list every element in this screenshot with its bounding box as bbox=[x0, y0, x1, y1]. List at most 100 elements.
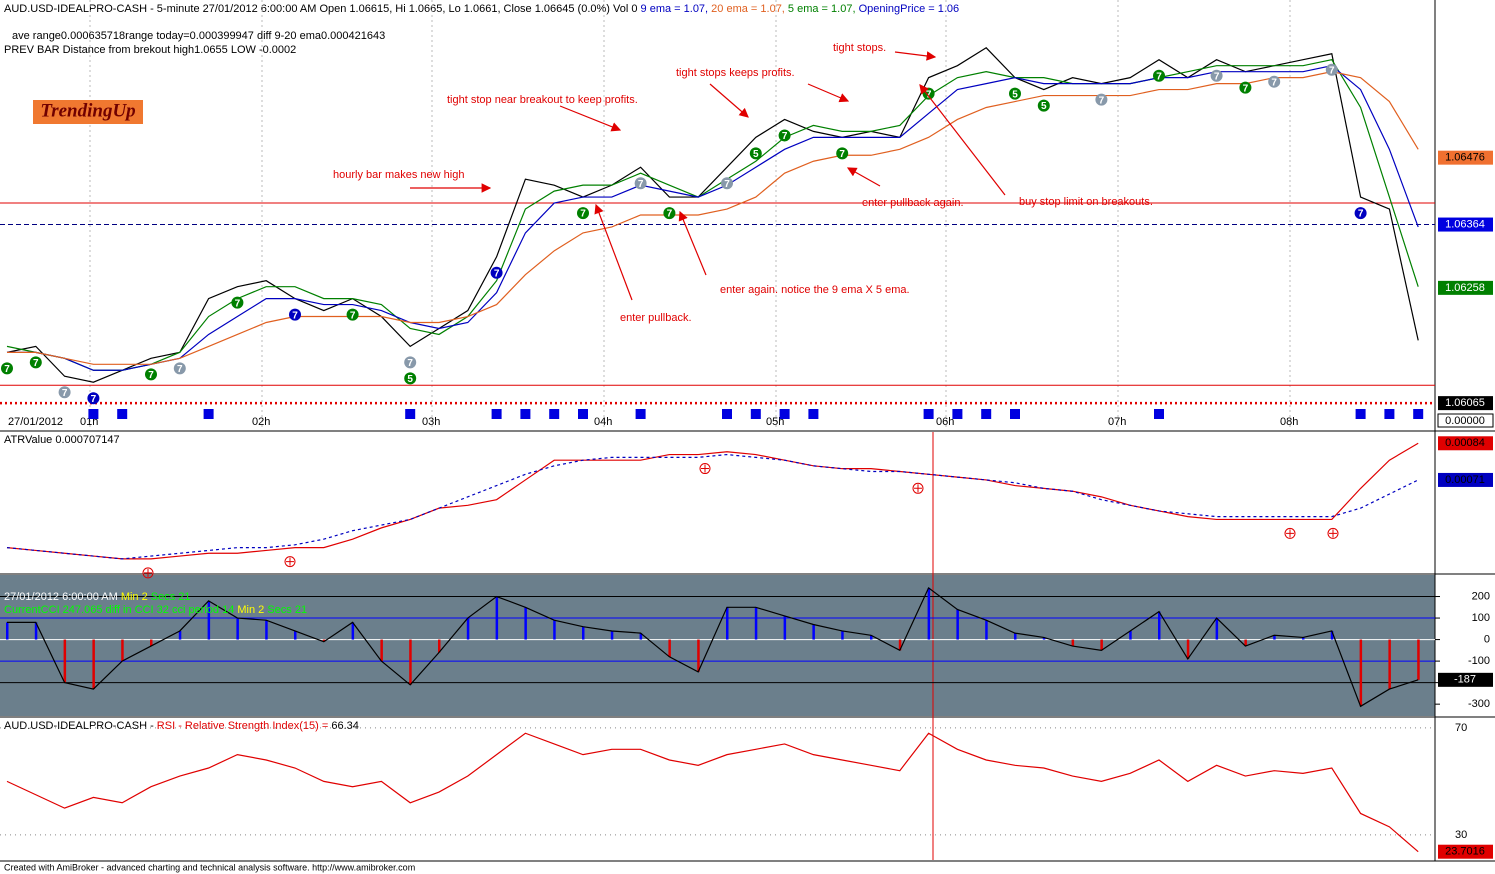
annotation: tight stops. bbox=[833, 42, 886, 54]
entry-square bbox=[722, 409, 732, 419]
info-line: PREV BAR Distance from brekout high1.065… bbox=[4, 44, 296, 56]
cci-bar bbox=[265, 620, 268, 640]
cci-bar bbox=[322, 639, 326, 642]
signal-dot bbox=[1009, 87, 1021, 100]
annotation: enter again. notice the 9 ema X 5 ema. bbox=[720, 284, 910, 296]
signal-dot bbox=[1095, 93, 1108, 106]
cci-bar bbox=[34, 622, 38, 640]
last-value-label-box bbox=[1438, 472, 1493, 487]
signal-dot bbox=[749, 147, 762, 160]
signal-label: 7 bbox=[4, 364, 10, 375]
signal-label: 7 bbox=[1329, 65, 1335, 76]
cci-bar bbox=[812, 624, 815, 640]
signal-label: 7 bbox=[1358, 209, 1364, 220]
signal-dot bbox=[1354, 207, 1367, 220]
signal-label: 7 bbox=[148, 370, 154, 381]
cci-text: 27/01/2012 6:00:00 AM Min 2 Secs 21 bbox=[4, 591, 191, 603]
last-value-label: 23.7016 bbox=[1445, 846, 1485, 858]
atr-marker bbox=[1286, 529, 1294, 538]
cci-bar bbox=[668, 639, 671, 657]
entry-square bbox=[808, 409, 819, 419]
signal-label: 7 bbox=[407, 358, 413, 369]
cci-bar bbox=[1014, 633, 1017, 640]
signal-label: 5 bbox=[1012, 89, 1018, 100]
signal-dot bbox=[346, 308, 359, 321]
entry-square bbox=[1154, 409, 1164, 419]
cci-bar bbox=[524, 607, 527, 640]
entry-square bbox=[88, 409, 99, 419]
annotation: enter pullback again. bbox=[862, 197, 964, 209]
entry-square bbox=[520, 409, 531, 419]
entry-square bbox=[923, 409, 934, 419]
signal-label: 7 bbox=[724, 179, 730, 190]
cci-bar bbox=[380, 639, 383, 662]
entry-square bbox=[952, 409, 963, 419]
atr-marker bbox=[1329, 529, 1337, 538]
cci-bar bbox=[985, 620, 988, 640]
cci-bar bbox=[438, 639, 441, 653]
y-tick-label: -300 bbox=[1468, 698, 1490, 710]
indicator-line bbox=[6, 453, 1419, 560]
signal-dot bbox=[1325, 63, 1338, 76]
last-value-label: 0.00084 bbox=[1445, 437, 1485, 449]
price-axis-label: 1.06065 bbox=[1445, 397, 1485, 409]
signal-label: 5 bbox=[753, 149, 759, 160]
signal-label: 7 bbox=[638, 179, 644, 190]
cci-bar bbox=[236, 618, 239, 640]
cci-bar bbox=[610, 630, 614, 640]
time-label: 03h bbox=[422, 416, 440, 428]
entry-square bbox=[549, 409, 560, 419]
header-part: AUD.USD-IDEALPRO-CASH - 5-minute 27/01/2… bbox=[4, 3, 641, 15]
signal-dot bbox=[1239, 81, 1252, 94]
cci-bar bbox=[92, 639, 95, 690]
cci-bar bbox=[1129, 630, 1132, 640]
cci-bar bbox=[1158, 611, 1161, 640]
signal-dot bbox=[663, 207, 676, 220]
signal-dot bbox=[1153, 69, 1165, 82]
atr-marker bbox=[1284, 527, 1296, 539]
cci-bar bbox=[1100, 639, 1103, 651]
indicator-line bbox=[6, 732, 1419, 853]
volume-label-box bbox=[1437, 413, 1494, 428]
panel-title: AUD.USD-IDEALPRO-CASH - RSI - Relative S… bbox=[4, 720, 359, 732]
annotation-arrows bbox=[410, 51, 1006, 301]
cci-bar bbox=[351, 622, 355, 640]
signal-label: 7 bbox=[91, 394, 97, 405]
atr-marker bbox=[144, 568, 152, 577]
signal-label: 7 bbox=[1243, 83, 1249, 94]
cci-bar bbox=[582, 626, 585, 640]
cci-line bbox=[7, 586, 1419, 708]
atr-marker bbox=[286, 557, 294, 566]
signal-dot bbox=[490, 266, 503, 279]
entry-square bbox=[405, 409, 416, 419]
entry-square bbox=[1355, 409, 1366, 419]
time-label: 06h bbox=[936, 416, 954, 428]
time-label: 02h bbox=[252, 416, 270, 428]
annotation: enter pullback. bbox=[620, 312, 692, 324]
annotation: buy stop limit on breakouts. bbox=[1019, 196, 1153, 208]
signal-label: 7 bbox=[667, 209, 673, 220]
atr-marker bbox=[914, 484, 922, 493]
price-axis-label-box bbox=[1438, 280, 1493, 295]
cci-bar bbox=[553, 620, 556, 640]
cci-bar bbox=[754, 607, 758, 640]
ema-line bbox=[6, 59, 1419, 371]
last-value-label-box bbox=[1438, 436, 1493, 451]
signal-dot bbox=[29, 356, 42, 369]
last-value-label: -187 bbox=[1454, 674, 1476, 686]
entry-square bbox=[750, 409, 761, 419]
signal-label: 7 bbox=[926, 89, 932, 100]
signal-dot bbox=[58, 386, 71, 399]
entry-square bbox=[203, 409, 214, 419]
cci-bar bbox=[1042, 637, 1046, 640]
cci-text-part: Min 2 bbox=[237, 604, 264, 616]
cci-bar bbox=[697, 639, 700, 672]
panel-title-part: AUD.USD-IDEALPRO-CASH - bbox=[4, 720, 157, 732]
signal-label: 7 bbox=[62, 388, 68, 399]
entry-square bbox=[491, 409, 502, 419]
price-axis-label: 1.06364 bbox=[1445, 218, 1485, 230]
header: AUD.USD-IDEALPRO-CASH - 5-minute 27/01/2… bbox=[4, 3, 959, 15]
entry-square bbox=[779, 409, 790, 419]
